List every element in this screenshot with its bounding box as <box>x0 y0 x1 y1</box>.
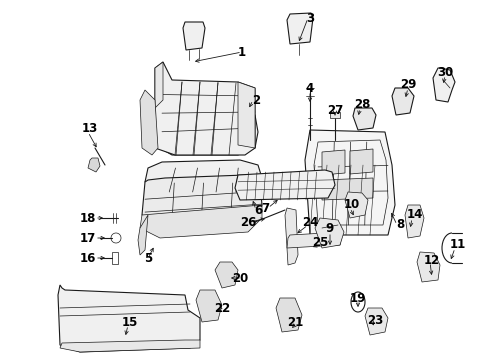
Polygon shape <box>305 130 394 235</box>
Text: 17: 17 <box>80 231 96 244</box>
Polygon shape <box>155 62 163 108</box>
Text: 19: 19 <box>349 292 366 305</box>
Polygon shape <box>183 22 204 50</box>
Text: 4: 4 <box>305 81 313 94</box>
Polygon shape <box>349 149 372 174</box>
Text: 7: 7 <box>261 202 268 215</box>
Polygon shape <box>286 13 312 44</box>
Polygon shape <box>321 178 372 200</box>
Polygon shape <box>364 308 387 335</box>
Text: 25: 25 <box>311 235 327 248</box>
Text: 29: 29 <box>399 78 415 91</box>
Text: 22: 22 <box>213 302 230 315</box>
Polygon shape <box>142 175 262 225</box>
Text: 28: 28 <box>353 99 369 112</box>
Polygon shape <box>391 88 413 115</box>
Text: 16: 16 <box>80 252 96 265</box>
Polygon shape <box>416 252 439 282</box>
Polygon shape <box>432 68 454 102</box>
Polygon shape <box>404 205 423 238</box>
Text: 21: 21 <box>286 315 303 328</box>
Text: 5: 5 <box>143 252 152 265</box>
Polygon shape <box>329 112 339 118</box>
Polygon shape <box>286 232 342 248</box>
Text: 8: 8 <box>395 219 403 231</box>
Text: 27: 27 <box>326 104 343 117</box>
Polygon shape <box>148 100 258 155</box>
Text: 13: 13 <box>81 122 98 135</box>
Text: 24: 24 <box>301 216 318 229</box>
Text: 11: 11 <box>449 238 465 252</box>
Text: 18: 18 <box>80 211 96 225</box>
Polygon shape <box>238 82 254 148</box>
Text: 3: 3 <box>305 12 313 24</box>
Polygon shape <box>275 298 302 332</box>
Text: 10: 10 <box>343 198 359 211</box>
Text: 14: 14 <box>406 208 422 221</box>
Text: 2: 2 <box>251 94 260 107</box>
Text: 26: 26 <box>239 216 256 229</box>
Polygon shape <box>345 192 367 218</box>
Polygon shape <box>321 150 345 175</box>
Polygon shape <box>314 218 343 248</box>
Polygon shape <box>58 285 200 352</box>
Polygon shape <box>155 62 254 155</box>
Text: 6: 6 <box>253 203 262 216</box>
Polygon shape <box>88 158 100 172</box>
Polygon shape <box>235 170 334 200</box>
Polygon shape <box>285 208 297 265</box>
Polygon shape <box>138 215 148 255</box>
Polygon shape <box>60 340 200 352</box>
Text: 1: 1 <box>238 45 245 58</box>
Text: 15: 15 <box>122 315 138 328</box>
Text: 23: 23 <box>366 314 382 327</box>
Polygon shape <box>215 262 238 288</box>
Text: 30: 30 <box>436 66 452 78</box>
Polygon shape <box>140 90 158 155</box>
Polygon shape <box>196 290 222 322</box>
Polygon shape <box>145 160 262 192</box>
Text: 9: 9 <box>325 221 333 234</box>
Polygon shape <box>352 108 375 130</box>
Text: 12: 12 <box>423 253 439 266</box>
Text: 20: 20 <box>231 271 247 284</box>
Polygon shape <box>140 205 262 238</box>
